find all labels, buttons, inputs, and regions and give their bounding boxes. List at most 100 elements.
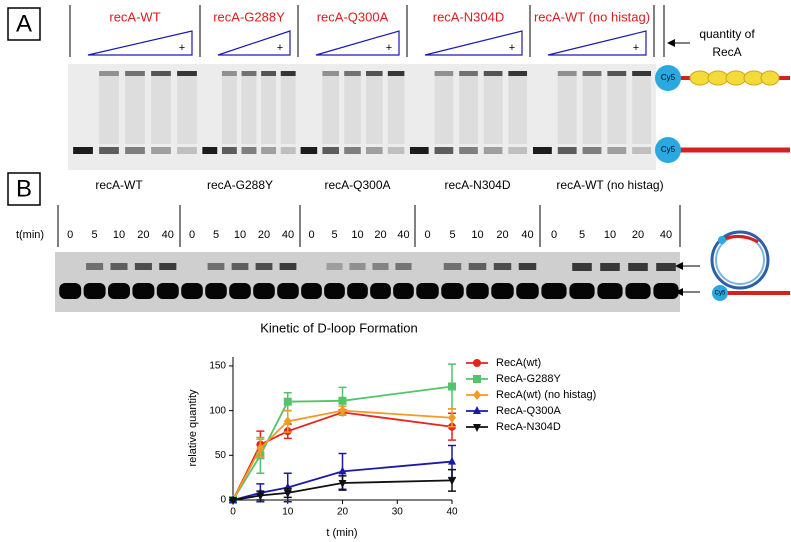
dna-strand (721, 235, 759, 244)
gel-band (569, 283, 595, 299)
gel-band (541, 283, 567, 299)
gel-band (372, 263, 389, 270)
time-label: 10 (604, 229, 616, 241)
gel-band (151, 71, 171, 76)
gel-band (255, 263, 273, 270)
chart-title: Kinetic of D-loop Formation (260, 320, 418, 335)
cy5-label: Cy5 (661, 145, 676, 154)
x-tick-label: 0 (230, 507, 236, 518)
gel-band (253, 283, 275, 299)
gel-band (156, 283, 179, 299)
x-tick-label: 20 (337, 507, 349, 518)
gel-smear (221, 76, 237, 144)
gel-band (241, 147, 257, 154)
time-label: 20 (496, 229, 508, 241)
data-point (448, 456, 456, 465)
time-label: 20 (632, 229, 644, 241)
gel-band (326, 263, 343, 270)
legend-label: RecA(wt) (no histag) (496, 389, 596, 401)
gel-band (600, 263, 620, 271)
time-label: 5 (213, 229, 219, 241)
data-point (283, 489, 292, 498)
gel-smear (366, 76, 383, 144)
y-axis-label: relative quantity (187, 389, 199, 467)
legend-marker (473, 390, 481, 400)
gel-smear (177, 76, 197, 144)
time-label: 40 (660, 229, 672, 241)
gel-band (518, 263, 537, 270)
gel-band (300, 147, 318, 154)
gel-band (366, 71, 383, 76)
gel-smear (261, 76, 277, 144)
y-tick-label: 100 (209, 405, 226, 416)
cy5-icon (712, 285, 728, 301)
time-label: 5 (579, 229, 585, 241)
plus-sign: + (509, 42, 515, 54)
gel-band (493, 263, 512, 270)
gel-band (344, 147, 361, 154)
gel-band (86, 263, 104, 270)
gel-band (279, 263, 297, 270)
gel-band (483, 71, 503, 76)
gel-band (125, 147, 145, 154)
lane-title: recA-WT (no histag) (534, 9, 650, 24)
gel-band (557, 147, 577, 154)
gel-band (344, 71, 361, 76)
panel-label: A (16, 10, 32, 37)
gel-band (231, 263, 249, 270)
gel-band (607, 71, 627, 76)
gel-band (532, 147, 552, 154)
gel-band (557, 71, 577, 76)
legend-label: RecA(wt) (496, 357, 541, 369)
gel-smear (99, 76, 119, 144)
panel-label: B (16, 175, 32, 202)
gel-band (261, 71, 277, 76)
gel-band (205, 283, 227, 299)
x-tick-label: 10 (282, 507, 294, 518)
data-point (338, 466, 347, 475)
time-label: 40 (282, 229, 294, 241)
gel-band (108, 283, 130, 299)
gel-band (99, 71, 119, 76)
gel-band (181, 283, 203, 299)
cy5-label: Cy5 (661, 73, 676, 82)
lane-title: recA-N304D (433, 9, 505, 24)
gel-band (73, 147, 93, 154)
gel-band (466, 283, 489, 299)
gradient-triangle (87, 30, 193, 56)
time-label: 10 (234, 229, 246, 241)
time-label: 0 (67, 229, 73, 241)
gel-band (347, 283, 368, 299)
cy5-icon (655, 137, 681, 163)
time-label: 40 (397, 229, 409, 241)
gel-band (229, 283, 251, 299)
gel-band (221, 147, 237, 154)
time-label: 0 (189, 229, 195, 241)
gel-band (459, 71, 478, 76)
gel-band (151, 147, 171, 154)
gel-band (434, 71, 454, 76)
gel-band (607, 147, 627, 154)
panel-label-box (7, 172, 41, 206)
data-point (448, 477, 456, 486)
reca-filament (689, 70, 780, 86)
legend-marker (473, 359, 481, 367)
data-point (229, 497, 237, 505)
gradient-triangle (547, 30, 647, 56)
gel-band (508, 147, 528, 154)
time-label: 5 (331, 229, 337, 241)
gel-band (632, 147, 652, 154)
gel-band (280, 147, 296, 154)
gel-smear (459, 76, 478, 144)
gradient-triangle (217, 30, 291, 56)
gel-band (177, 71, 197, 76)
gel-band (468, 263, 487, 270)
gel-smear (508, 76, 528, 144)
gel-band (409, 147, 429, 154)
gel-band (508, 71, 528, 76)
y-tick-label: 50 (215, 450, 227, 461)
gel-smear (125, 76, 145, 144)
gel-smear (344, 76, 361, 144)
lane-title: recA-Q300A (317, 9, 389, 24)
gel-band (110, 263, 128, 270)
